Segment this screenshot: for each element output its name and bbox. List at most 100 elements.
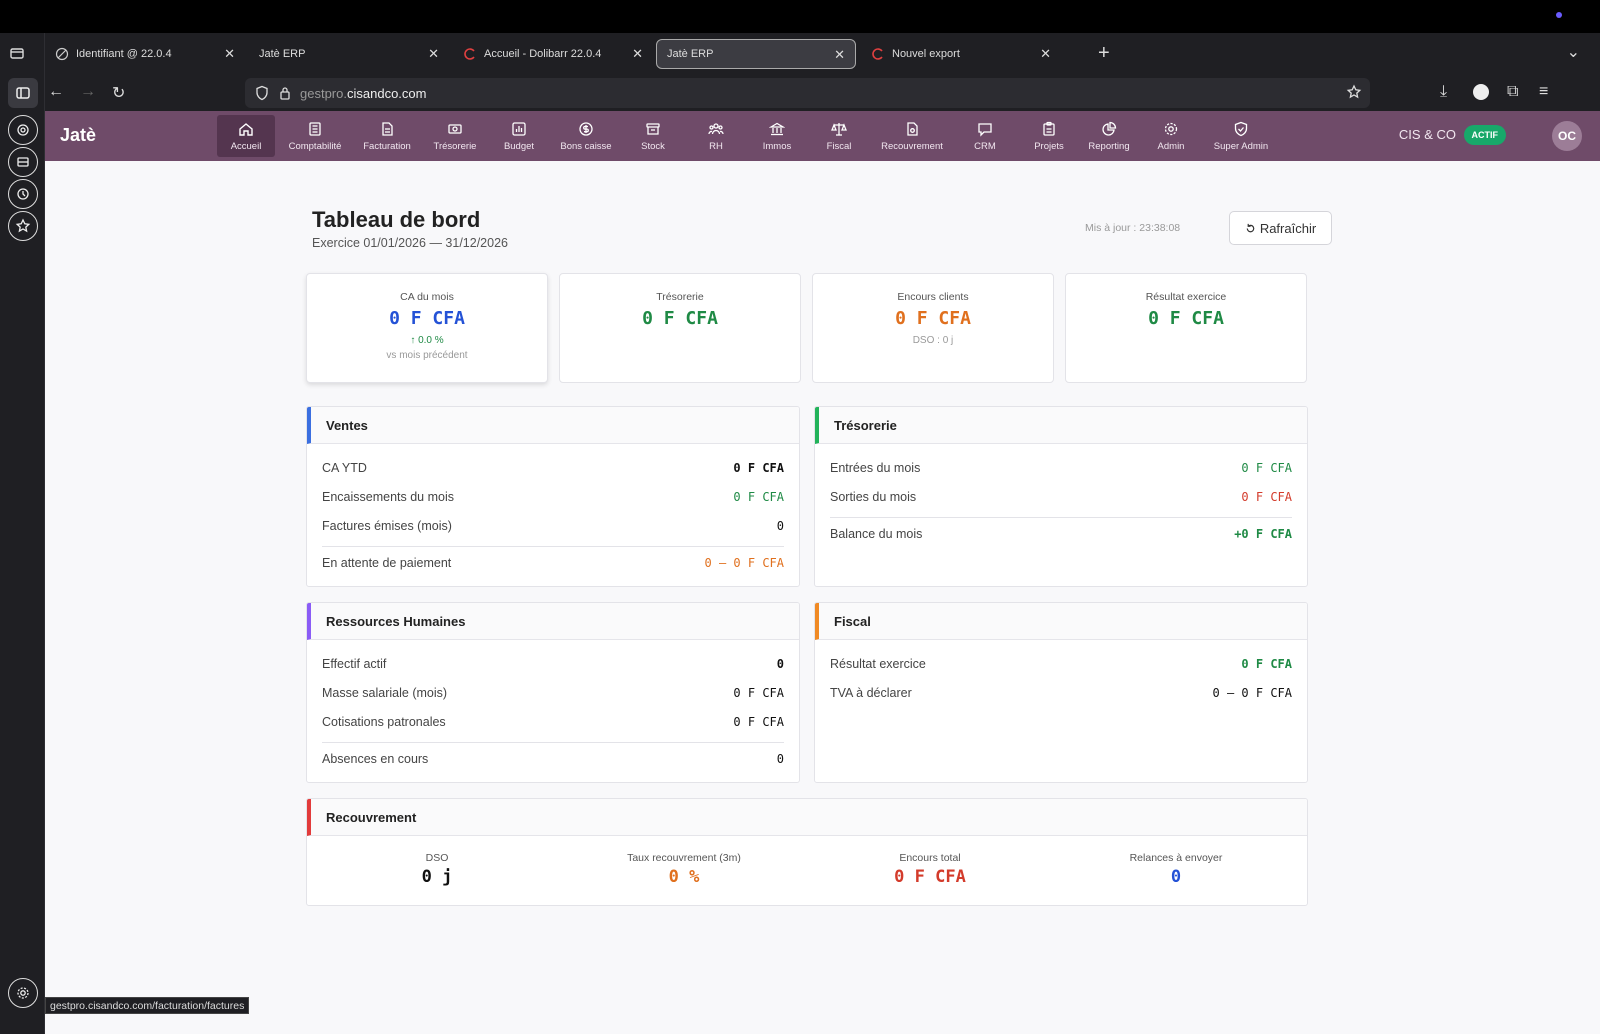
nav-label: Projets: [1034, 140, 1064, 152]
tab-title: Jatè ERP: [259, 48, 306, 60]
ai-assistant-icon[interactable]: [8, 115, 38, 145]
nav-label: Facturation: [363, 140, 411, 152]
nav-label: Accueil: [230, 140, 262, 152]
tab-groups-icon[interactable]: [8, 147, 38, 177]
nav-tresorerie[interactable]: Trésorerie: [426, 115, 484, 157]
panel-fiscal: Fiscal Résultat exercice 0 F CFA TVA à dé…: [814, 602, 1308, 783]
kpi-note: DSO : 0 j: [912, 335, 954, 346]
url-bar[interactable]: gestpro.cisandco.com: [245, 78, 1370, 108]
recouv-taux: Taux recouvrement (3m) 0 %: [627, 852, 741, 887]
menu-icon[interactable]: ≡: [1539, 83, 1549, 100]
nav-stock[interactable]: Stock: [631, 115, 675, 157]
tab-close-icon[interactable]: ✕: [834, 47, 845, 62]
account-icon[interactable]: [1473, 84, 1489, 100]
tab-title: Accueil - Dolibarr 22.0.4: [484, 48, 602, 60]
divider: [322, 742, 784, 743]
refresh-button[interactable]: Rafraîchir: [1229, 211, 1332, 245]
browser-tab-bar: Identifiant @ 22.0.4 ✕ Jatè ERP ✕ Accuei…: [10, 33, 1600, 75]
nav-label: Super Admin: [1213, 140, 1269, 152]
clipboard-icon: [1043, 121, 1055, 136]
dollar-icon: [579, 121, 593, 136]
panel-ventes: Ventes CA YTD 0 F CFA Encaissements du mo…: [306, 406, 800, 587]
tab-overview-icon[interactable]: [9, 45, 25, 61]
row-balance: Balance du mois +0 F CFA: [830, 527, 1292, 541]
dolibarr-favicon-icon: [872, 48, 883, 60]
nav-immos[interactable]: Immos: [755, 115, 799, 157]
tab-close-icon[interactable]: ✕: [632, 46, 643, 61]
tab-list-chevron-icon[interactable]: ⌄: [1566, 44, 1580, 61]
dashboard-page: Tableau de bord Exercice 01/01/2026 — 31…: [45, 161, 1600, 1034]
recouv-dso: DSO 0 j: [421, 852, 453, 887]
kpi-label: Résultat exercice: [1145, 291, 1227, 303]
nav-projets[interactable]: Projets: [1027, 115, 1071, 157]
window-top-strip: [0, 0, 1600, 33]
nav-rh[interactable]: RH: [699, 115, 733, 157]
kpi-note: vs mois précédent: [386, 350, 468, 361]
downloads-icon[interactable]: ⤓: [1440, 83, 1448, 100]
forward-arrow-icon[interactable]: →: [80, 83, 96, 100]
tab-close-icon[interactable]: ✕: [1040, 46, 1051, 61]
kpi-label: CA du mois: [400, 291, 454, 303]
invoice-icon: [382, 121, 393, 136]
divider: [322, 546, 784, 547]
nav-budget[interactable]: Budget: [497, 115, 541, 157]
nav-reporting[interactable]: Reporting: [1083, 115, 1135, 157]
tracking-shield-icon[interactable]: [255, 85, 269, 101]
panel-title: Recouvrement: [307, 799, 1307, 836]
browser-tab-5[interactable]: Nouvel export ✕: [861, 39, 1061, 69]
nav-label: Stock: [641, 140, 665, 152]
kpi-value: 0 F CFA: [1148, 308, 1224, 329]
browser-tab-4-active[interactable]: Jatè ERP ✕: [656, 39, 856, 69]
nav-recouvrement[interactable]: Recouvrement: [875, 115, 949, 157]
nav-facturation[interactable]: Facturation: [357, 115, 417, 157]
pie-icon: [1102, 121, 1117, 136]
nav-admin[interactable]: Admin: [1150, 115, 1192, 157]
home-icon: [239, 122, 253, 136]
bookmark-star-icon[interactable]: [1346, 84, 1362, 100]
tab-title: Identifiant @ 22.0.4: [76, 48, 172, 60]
browser-tab-3[interactable]: Accueil - Dolibarr 22.0.4 ✕: [453, 39, 653, 69]
browser-tab-2[interactable]: Jatè ERP ✕: [249, 39, 449, 69]
nav-accueil[interactable]: Accueil: [217, 115, 275, 157]
people-icon: [708, 122, 724, 134]
sidebar-settings-icon[interactable]: [8, 978, 38, 1008]
panel-recouvrement: Recouvrement DSO 0 j Taux recouvrement (…: [306, 798, 1308, 906]
company-name: CIS & CO: [1398, 127, 1456, 142]
kpi-value: 0 F CFA: [389, 308, 465, 329]
bookmarks-icon[interactable]: [8, 211, 38, 241]
url-text: gestpro.cisandco.com: [300, 85, 427, 101]
row-masse-salariale: Masse salariale (mois) 0 F CFA: [322, 686, 784, 700]
nav-label: Trésorerie: [433, 140, 477, 152]
nav-crm[interactable]: CRM: [967, 115, 1003, 157]
nav-bons-caisse[interactable]: Bons caisse: [554, 115, 618, 157]
sidebar-toggle-icon[interactable]: [8, 78, 38, 108]
history-icon[interactable]: [8, 179, 38, 209]
nav-label: RH: [709, 140, 723, 152]
nav-comptabilite[interactable]: Comptabilité: [282, 115, 348, 157]
nav-fiscal[interactable]: Fiscal: [819, 115, 859, 157]
new-tab-icon[interactable]: +: [1098, 42, 1110, 64]
app-brand[interactable]: Jatè: [60, 125, 97, 145]
browser-tab-1[interactable]: Identifiant @ 22.0.4 ✕: [45, 39, 245, 69]
lock-icon[interactable]: [279, 85, 291, 101]
reload-icon[interactable]: ↻: [112, 85, 126, 102]
row-sorties: Sorties du mois 0 F CFA: [830, 490, 1292, 504]
row-resultat: Résultat exercice 0 F CFA: [830, 657, 1292, 671]
back-arrow-icon[interactable]: ←: [48, 83, 64, 100]
row-tva: TVA à déclarer 0 — 0 F CFA: [830, 686, 1292, 700]
last-updated: Mis à jour : 23:38:08: [1085, 222, 1181, 234]
tab-close-icon[interactable]: ✕: [224, 46, 235, 61]
scale-icon: [831, 122, 847, 136]
recouv-relances: Relances à envoyer 0: [1129, 852, 1223, 887]
extensions-icon[interactable]: ⧉: [1507, 83, 1519, 100]
kpi-delta: ↑ 0.0 %: [410, 335, 444, 346]
avatar[interactable]: OC: [1552, 121, 1582, 151]
row-ca-ytd: CA YTD 0 F CFA: [322, 461, 784, 475]
nav-label: Recouvrement: [881, 140, 943, 152]
nav-super-admin[interactable]: Super Admin: [1207, 115, 1275, 157]
nav-label: Admin: [1157, 140, 1185, 152]
tab-close-icon[interactable]: ✕: [428, 46, 439, 61]
kpi-resultat-exercice: Résultat exercice 0 F CFA: [1065, 273, 1307, 383]
nav-label: CRM: [974, 140, 996, 152]
chat-icon: [978, 122, 992, 137]
